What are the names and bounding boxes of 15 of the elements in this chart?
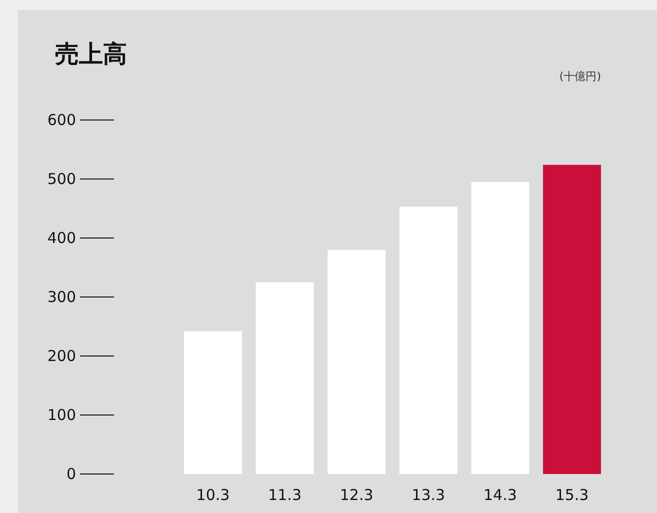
x-tick-label: 10.3: [196, 486, 230, 504]
y-tick-label: 400: [47, 229, 76, 247]
x-tick-label: 11.3: [268, 486, 302, 504]
y-axis-title: (十億円): [559, 70, 601, 83]
y-tick-label: 600: [47, 111, 76, 129]
chart-title: 売上高: [55, 40, 127, 68]
y-tick-label: 500: [47, 170, 76, 188]
x-tick-label: 13.3: [412, 486, 446, 504]
x-tick-label: 15.3: [555, 486, 589, 504]
y-tick-label: 100: [47, 406, 76, 424]
y-tick-label: 200: [47, 347, 76, 365]
y-tick-label: 0: [66, 465, 76, 483]
x-tick-label: 14.3: [483, 486, 517, 504]
y-tick-label: 300: [47, 288, 76, 306]
x-tick-label: 12.3: [340, 486, 374, 504]
